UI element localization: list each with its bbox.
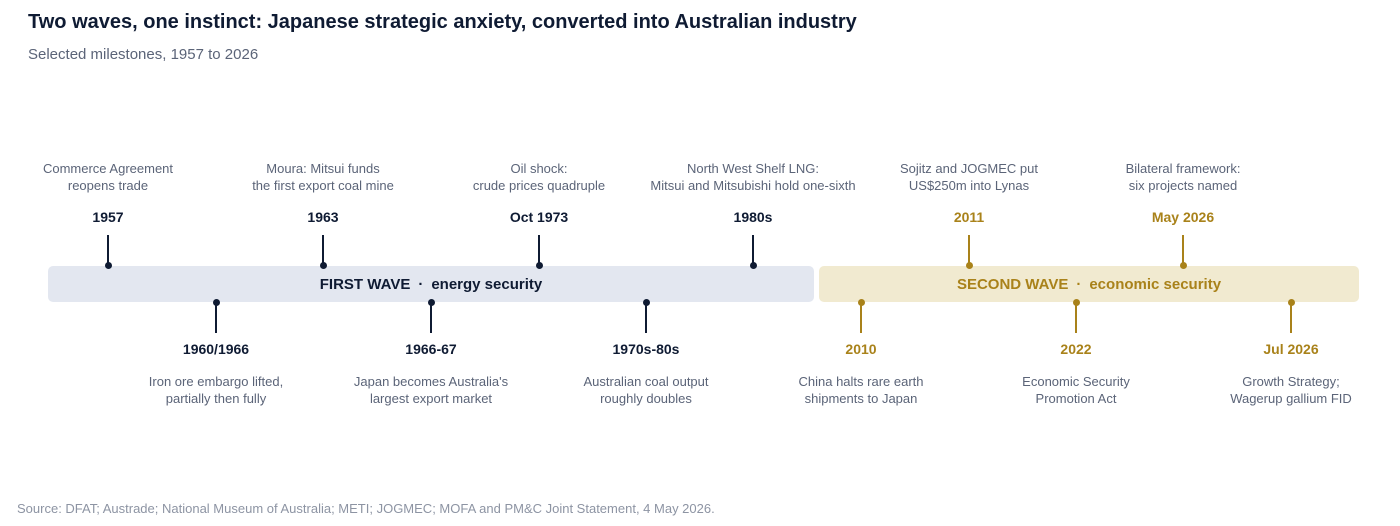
chart-title: Two waves, one instinct: Japanese strate… (28, 11, 857, 33)
milestone-stem (215, 302, 217, 333)
milestone-description-line: Promotion Act (1035, 391, 1117, 406)
milestone-stem (860, 302, 862, 333)
chart-subtitle: Selected milestones, 1957 to 2026 (28, 46, 259, 63)
milestone-description-line: Japan becomes Australia's (353, 374, 509, 389)
first-wave-separator: · (418, 275, 424, 293)
milestone-description-line: partially then fully (165, 391, 267, 406)
milestone-description-line: Australian coal output (583, 374, 709, 389)
milestone-description: China halts rare earth shipments to Japa… (741, 373, 981, 407)
milestone-description-line: Economic Security (1022, 374, 1130, 389)
milestone-stem (322, 235, 324, 265)
milestone-description: Bilateral framework: six projects named (1063, 160, 1303, 194)
milestone-dot (320, 262, 327, 269)
milestone-year: 1966-67 (405, 341, 457, 357)
milestone-stem (1075, 302, 1077, 333)
milestone-description: Japan becomes Australia's largest export… (311, 373, 551, 407)
milestone-description-line: largest export market (369, 391, 493, 406)
milestone-year: 2022 (1060, 341, 1092, 357)
milestone-description-line: crude prices quadruple (472, 178, 606, 193)
milestone-year: 2011 (953, 209, 985, 225)
milestone-description: Moura: Mitsui funds the first export coa… (203, 160, 443, 194)
milestone-year: 1970s-80s (612, 341, 680, 357)
milestone-description-line: Bilateral framework: (1125, 161, 1241, 176)
milestone-description: Economic Security Promotion Act (956, 373, 1196, 407)
milestone-description: Commerce Agreement reopens trade (0, 160, 228, 194)
milestone-description: Iron ore embargo lifted, partially then … (96, 373, 336, 407)
milestone-stem (645, 302, 647, 333)
source-note: Source: DFAT; Austrade; National Museum … (17, 501, 715, 516)
milestone-year: 1960/1966 (182, 341, 250, 357)
milestone-year: Jul 2026 (1263, 341, 1319, 357)
milestone-description-line: Wagerup gallium FID (1230, 391, 1352, 406)
milestone-stem (430, 302, 432, 333)
milestone-description: Oil shock: crude prices quadruple (419, 160, 659, 194)
milestone-year: 1963 (307, 209, 339, 225)
first-wave-band: FIRST WAVE · energy security (48, 266, 814, 302)
second-wave-theme: economic security (1089, 275, 1222, 293)
milestone-stem (538, 235, 540, 265)
milestone-description-line: Sojitz and JOGMEC put (900, 161, 1038, 176)
milestone-stem (1182, 235, 1184, 265)
milestone-description-line: Iron ore embargo lifted, (148, 374, 284, 389)
milestone-stem (1290, 302, 1292, 333)
milestone-dot (105, 262, 112, 269)
milestone-description-line: the first export coal mine (252, 178, 394, 193)
milestone-description-line: US$250m into Lynas (908, 178, 1030, 193)
milestone-dot (966, 262, 973, 269)
milestone-description-line: Growth Strategy; (1242, 374, 1340, 389)
second-wave-band: SECOND WAVE · economic security (819, 266, 1359, 302)
milestone-year: 2010 (845, 341, 877, 357)
milestone-dot (750, 262, 757, 269)
milestone-stem (752, 235, 754, 265)
milestone-description: Sojitz and JOGMEC put US$250m into Lynas (849, 160, 1089, 194)
first-wave-theme: energy security (431, 275, 543, 293)
milestone-year: Oct 1973 (509, 209, 569, 225)
second-wave-separator: · (1076, 275, 1082, 293)
milestone-description: Australian coal output roughly doubles (526, 373, 766, 407)
milestone-description-line: reopens trade (67, 178, 149, 193)
milestone-description: North West Shelf LNG: Mitsui and Mitsubi… (633, 160, 873, 194)
milestone-description-line: Moura: Mitsui funds (266, 161, 380, 176)
milestone-description-line: Oil shock: (510, 161, 568, 176)
second-wave-label: SECOND WAVE (956, 275, 1069, 293)
milestone-dot (1180, 262, 1187, 269)
milestone-year: 1957 (92, 209, 124, 225)
milestone-description-line: China halts rare earth (798, 374, 924, 389)
milestone-description-line: Commerce Agreement (42, 161, 174, 176)
milestone-year: 1980s (733, 209, 773, 225)
milestone-description-line: roughly doubles (600, 391, 692, 406)
milestone-stem (107, 235, 109, 265)
first-wave-label: FIRST WAVE (319, 275, 411, 293)
milestone-stem (968, 235, 970, 265)
milestone-description-line: North West Shelf LNG: (687, 161, 819, 176)
milestone-dot (536, 262, 543, 269)
milestone-year: May 2026 (1151, 209, 1215, 225)
milestone-description-line: Mitsui and Mitsubishi hold one-sixth (650, 178, 856, 193)
milestone-description-line: six projects named (1128, 178, 1238, 193)
milestone-description-line: shipments to Japan (804, 391, 918, 406)
milestone-description: Growth Strategy; Wagerup gallium FID (1171, 373, 1400, 407)
